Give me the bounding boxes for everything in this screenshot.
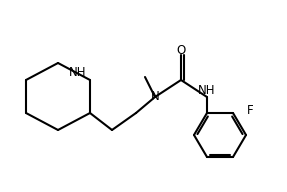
- Text: NH: NH: [69, 66, 87, 79]
- Text: NH: NH: [198, 84, 216, 97]
- Text: F: F: [247, 103, 253, 117]
- Text: N: N: [151, 90, 159, 103]
- Text: O: O: [177, 44, 186, 56]
